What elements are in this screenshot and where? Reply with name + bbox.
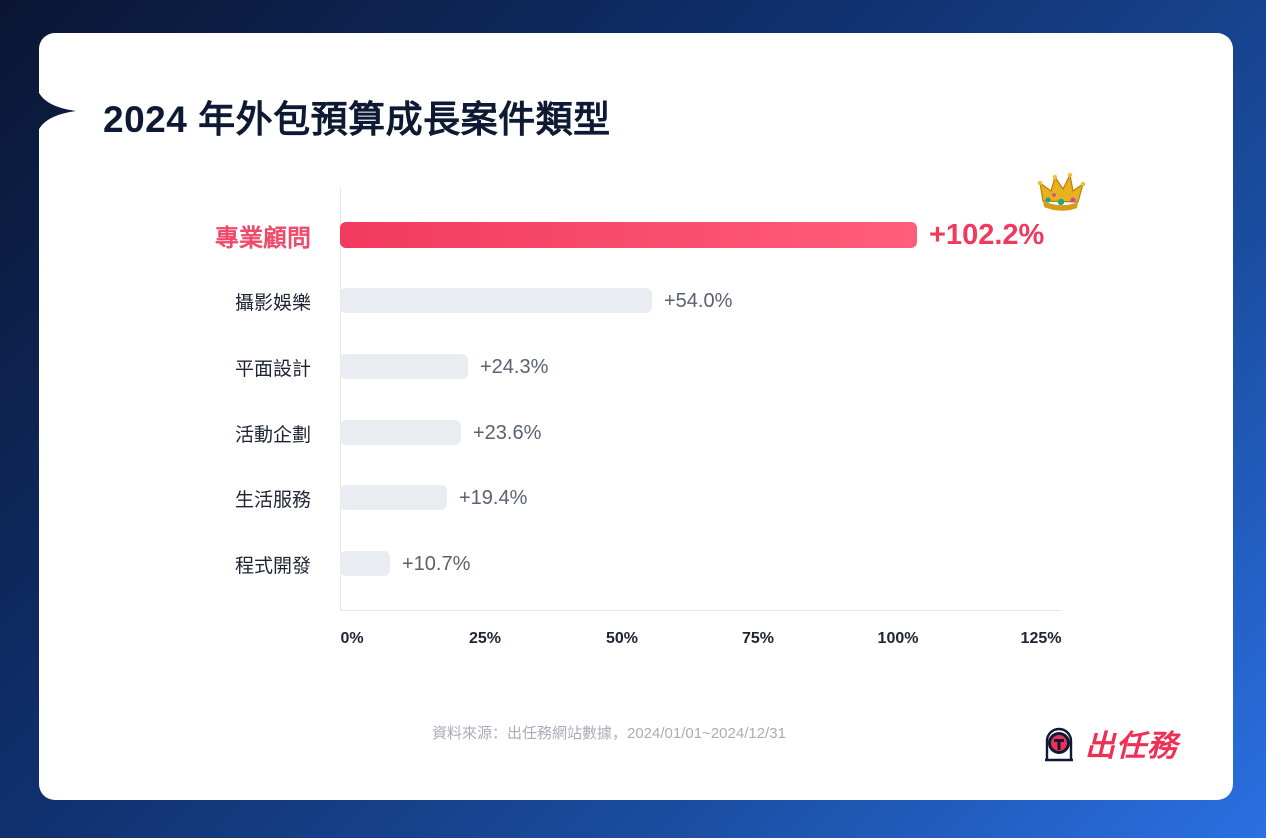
chart-title: 2024 年外包預算成長案件類型 bbox=[103, 99, 611, 140]
category-label: 專業顧問 bbox=[215, 224, 311, 252]
bar-row: 專業顧問 +102.2% bbox=[39, 218, 1233, 252]
x-tick: 0% bbox=[340, 630, 364, 647]
category-label: 生活服務 bbox=[234, 489, 311, 511]
category-label: 平面設計 bbox=[234, 358, 311, 380]
value-label: +24.3% bbox=[480, 355, 549, 378]
crown-icon bbox=[1037, 172, 1085, 211]
x-tick: 125% bbox=[1020, 630, 1062, 647]
card-notch bbox=[36, 84, 76, 138]
bar-row: 程式開發 +10.7% bbox=[39, 549, 1233, 579]
x-tick: 50% bbox=[605, 630, 639, 647]
value-label: +23.6% bbox=[473, 421, 542, 444]
x-tick: 100% bbox=[877, 630, 919, 647]
bar bbox=[340, 222, 917, 248]
x-tick: 75% bbox=[741, 630, 775, 647]
category-label: 程式開發 bbox=[234, 555, 311, 577]
astronaut-helmet-icon bbox=[1045, 727, 1073, 762]
y-axis-line bbox=[340, 188, 341, 611]
value-label: +102.2% bbox=[929, 218, 1045, 251]
chart-card: 2024 年外包預算成長案件類型 專業顧問 +102.2% 攝影娛樂 +54.0… bbox=[39, 33, 1233, 800]
bar-row: 活動企劃 +23.6% bbox=[39, 418, 1233, 448]
data-source-note: 資料來源：出任務網站數據，2024/01/01~2024/12/31 bbox=[432, 725, 786, 742]
bar bbox=[340, 420, 461, 445]
value-label: +54.0% bbox=[664, 289, 733, 312]
value-label: +19.4% bbox=[459, 486, 528, 509]
bar bbox=[340, 288, 652, 313]
bar bbox=[340, 551, 390, 576]
category-label: 活動企劃 bbox=[234, 424, 311, 446]
x-axis-line bbox=[340, 610, 1062, 611]
bar-row: 攝影娛樂 +54.0% bbox=[39, 286, 1233, 316]
brand-name: 出任務 bbox=[1085, 730, 1178, 763]
bar bbox=[340, 354, 468, 379]
bar bbox=[340, 485, 447, 510]
brand-logo: 出任務 bbox=[1039, 721, 1178, 765]
bar-row: 平面設計 +24.3% bbox=[39, 352, 1233, 382]
x-tick: 25% bbox=[468, 630, 502, 647]
bar-row: 生活服務 +19.4% bbox=[39, 483, 1233, 513]
category-label: 攝影娛樂 bbox=[234, 292, 311, 314]
value-label: +10.7% bbox=[402, 552, 471, 575]
